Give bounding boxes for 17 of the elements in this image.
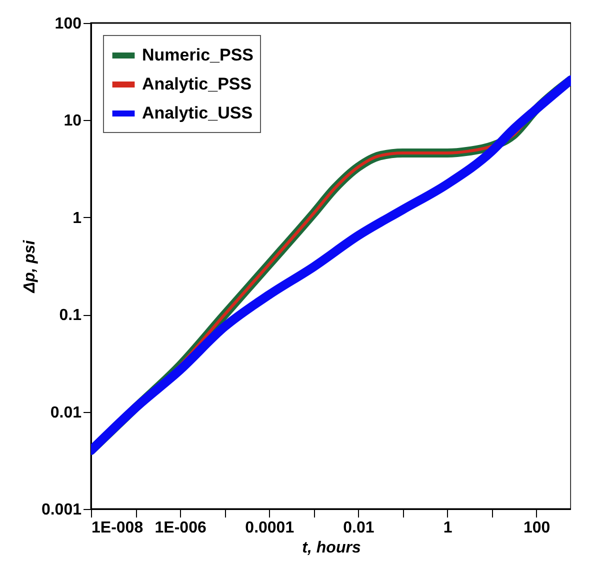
x-tick-label: 0.01 (343, 520, 374, 536)
x-axis-title: t, hours (302, 540, 361, 556)
x-tick-label: 1E-008 (92, 520, 144, 536)
y-tick-label: 0.001 (41, 502, 82, 518)
y-tick-label: 0.01 (50, 404, 82, 422)
y-tick-label: 0.1 (59, 307, 82, 324)
legend-label: Numeric_PSS (142, 46, 254, 64)
x-tick-label: 100 (523, 520, 550, 536)
x-tick-label: 1 (443, 520, 452, 536)
y-tick-label: 1 (72, 210, 82, 227)
y-tick-label: 10 (64, 112, 82, 130)
legend-label: Analytic_PSS (142, 74, 252, 94)
x-tick-label: 1E-006 (154, 520, 206, 536)
legend-label: Analytic_USS (142, 104, 253, 122)
y-tick-label: 100 (54, 16, 82, 32)
y-axis-title: Δp, psi (21, 240, 38, 294)
x-tick-label: 0.0001 (245, 520, 294, 536)
